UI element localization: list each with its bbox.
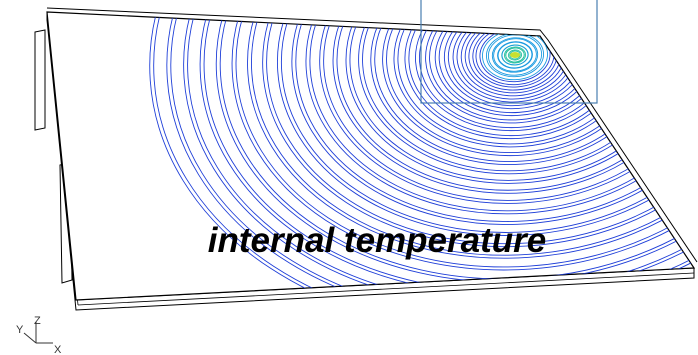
- contour: [319, 12, 694, 204]
- contour: [497, 41, 533, 69]
- contour: [510, 52, 520, 58]
- side-tab: [34, 29, 46, 131]
- contour: [487, 34, 543, 76]
- y-axis: [23, 332, 37, 344]
- contour: [183, 12, 694, 300]
- contour: [507, 49, 523, 61]
- contour: [505, 47, 525, 63]
- contour: [187, 12, 694, 300]
- contour: [503, 46, 527, 64]
- highlight-box: [420, 0, 598, 104]
- contour: [149, 12, 694, 300]
- contour: [266, 12, 694, 245]
- contour: [276, 12, 694, 236]
- contour: [166, 12, 694, 300]
- contour: [295, 12, 694, 222]
- contour: [251, 12, 694, 256]
- contour: [235, 12, 694, 268]
- contour: [509, 50, 521, 60]
- contour: [323, 12, 694, 201]
- contour: [493, 38, 537, 72]
- contour: [153, 12, 694, 300]
- contour: [170, 12, 694, 300]
- contour: [332, 12, 694, 194]
- contour: [231, 12, 694, 271]
- axis-label: Y: [16, 324, 24, 336]
- contour: [501, 44, 529, 66]
- contour: [280, 12, 694, 233]
- axis-triad: Y Z X: [16, 315, 62, 355]
- contour: [262, 12, 694, 248]
- contour: [309, 12, 694, 212]
- axis-label: Z: [34, 315, 41, 327]
- contour: [491, 37, 539, 73]
- contour: [247, 12, 694, 259]
- plate-edge-line: [77, 272, 695, 306]
- contour: [291, 12, 694, 225]
- plate-rim: [46, 7, 698, 263]
- caption: internal temperature: [208, 221, 546, 260]
- contour: [305, 12, 694, 215]
- axis-label: X: [54, 344, 62, 355]
